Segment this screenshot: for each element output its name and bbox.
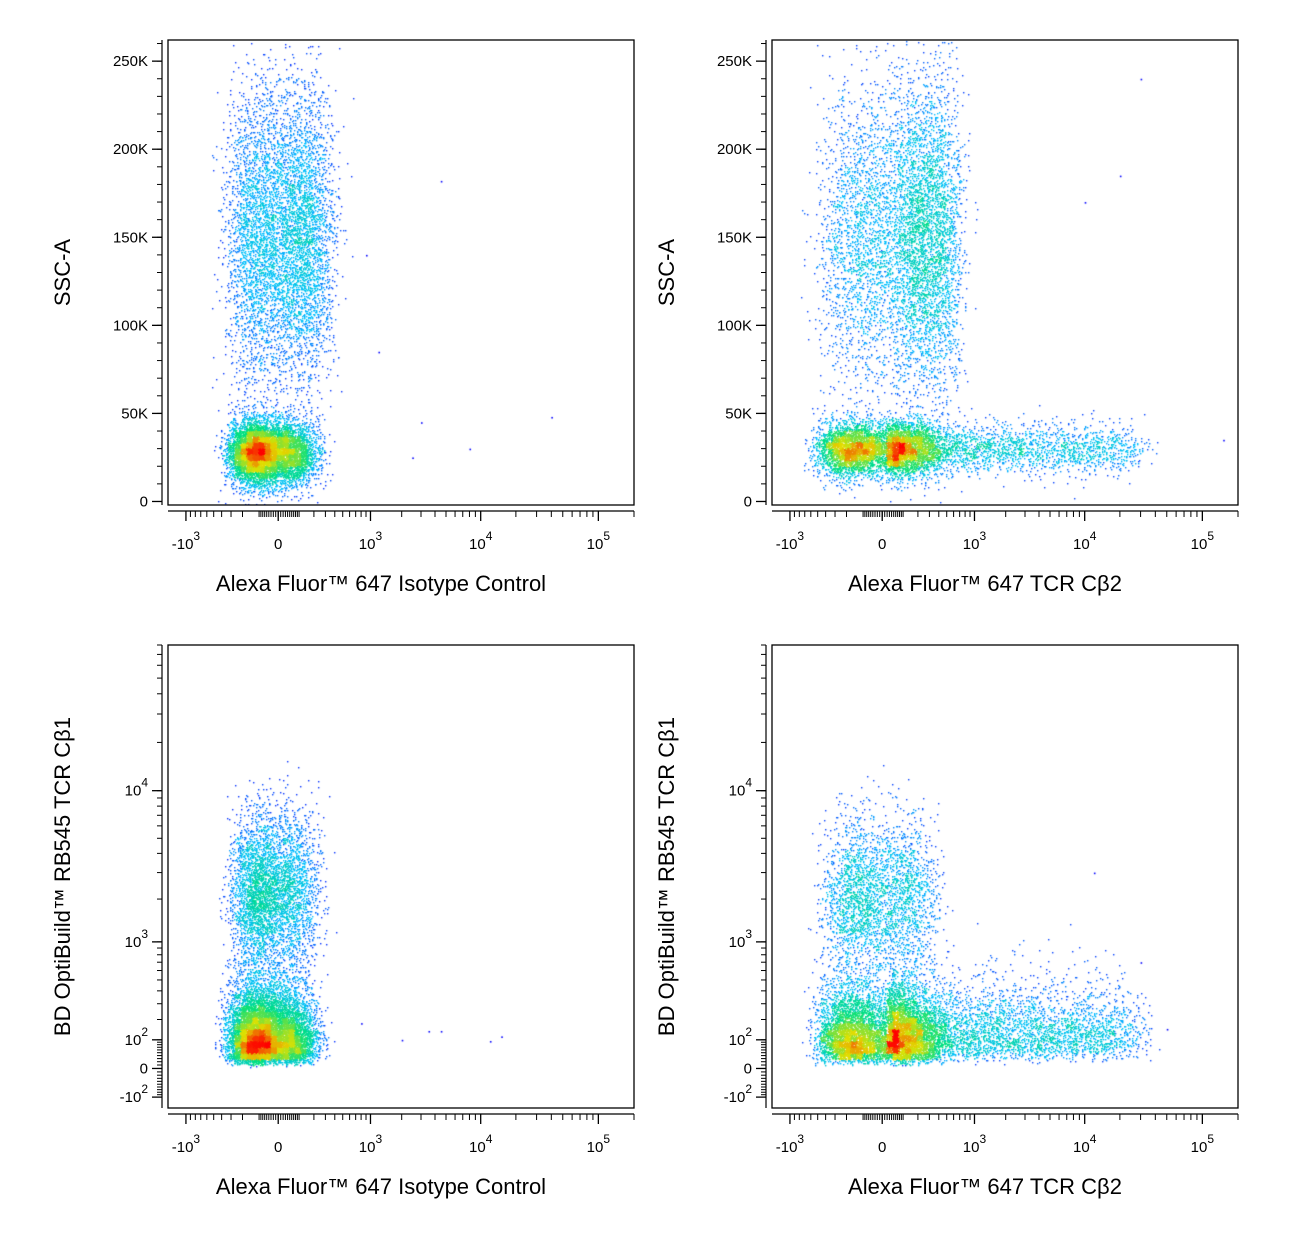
x-tick-label: 105 [1191, 1132, 1215, 1156]
event-dots [168, 40, 634, 505]
x-axis-title: Alexa Fluor™ 647 TCR Cβ2 [848, 1174, 1122, 1199]
y-tick-label: 104 [729, 776, 753, 800]
event-dots [772, 40, 1238, 505]
y-tick-label: 50K [725, 405, 752, 422]
plot-frame [167, 644, 635, 1109]
x-axis-title: Alexa Fluor™ 647 Isotype Control [216, 1174, 546, 1199]
x-tick-label: 103 [963, 1132, 987, 1156]
plot-top-left: -103 0 103 104 105 0 50K 100K 150K 200K 250K Alexa … [50, 39, 635, 596]
x-tick-label: -103 [172, 529, 201, 553]
plot-frame [771, 39, 1239, 506]
x-tick-label: -103 [776, 529, 805, 553]
x-tick-label: 104 [1073, 1132, 1097, 1156]
y-tick-label: 103 [729, 927, 753, 951]
y-tick-label: 0 [140, 1060, 148, 1077]
x-tick-label: -103 [172, 1132, 201, 1156]
x-tick-label: 104 [1073, 529, 1097, 553]
x-tick-label: 104 [469, 529, 493, 553]
event-dots [772, 645, 1238, 1108]
x-tick-label: 104 [469, 1132, 493, 1156]
plot-bottom-right: -103 0 103 104 105 -102 0 102 103 104 Alexa Fluor™… [654, 644, 1239, 1199]
y-tick-label: 102 [729, 1025, 753, 1049]
x-tick-label: 0 [274, 1139, 282, 1156]
plot-frame [771, 644, 1239, 1109]
y-tick-label: 200K [717, 141, 752, 158]
plot-bottom-left: -103 0 103 104 105 -102 0 102 103 104 Alexa Fluor™… [50, 644, 635, 1199]
y-tick-label: 250K [717, 53, 752, 70]
y-tick-label: 104 [125, 776, 149, 800]
y-axis-title: BD OptiBuild™ RB545 TCR Cβ1 [50, 717, 75, 1036]
x-tick-label: 0 [878, 1139, 886, 1156]
y-tick-label: 100K [113, 317, 148, 334]
x-tick-label: 103 [359, 529, 383, 553]
event-dots [168, 645, 634, 1108]
y-tick-label: 102 [125, 1025, 149, 1049]
y-tick-label: 0 [744, 493, 752, 510]
y-tick-label: -102 [724, 1082, 753, 1106]
x-tick-label: 103 [963, 529, 987, 553]
x-tick-label: 103 [359, 1132, 383, 1156]
y-tick-label: 0 [140, 493, 148, 510]
x-tick-label: -103 [776, 1132, 805, 1156]
x-tick-label: 105 [1191, 529, 1215, 553]
x-tick-label: 0 [878, 536, 886, 553]
x-axis-title: Alexa Fluor™ 647 Isotype Control [216, 571, 546, 596]
plot-frame [167, 39, 635, 506]
y-tick-label: 103 [125, 927, 149, 951]
y-tick-label: 250K [113, 53, 148, 70]
y-tick-label: 100K [717, 317, 752, 334]
y-axis-title: SSC-A [50, 239, 75, 307]
y-tick-label: -102 [120, 1082, 149, 1106]
x-axis-title: Alexa Fluor™ 647 TCR Cβ2 [848, 571, 1122, 596]
x-tick-label: 0 [274, 536, 282, 553]
x-tick-label: 105 [587, 529, 611, 553]
y-tick-label: 50K [121, 405, 148, 422]
y-axis-title: SSC-A [654, 239, 679, 307]
y-axis-title: BD OptiBuild™ RB545 TCR Cβ1 [654, 717, 679, 1036]
y-tick-label: 200K [113, 141, 148, 158]
y-tick-label: 150K [113, 229, 148, 246]
x-tick-label: 105 [587, 1132, 611, 1156]
plot-top-right: -103 0 103 104 105 0 50K 100K 150K 200K 250K Alexa … [654, 39, 1239, 596]
y-tick-label: 150K [717, 229, 752, 246]
y-tick-label: 0 [744, 1060, 752, 1077]
